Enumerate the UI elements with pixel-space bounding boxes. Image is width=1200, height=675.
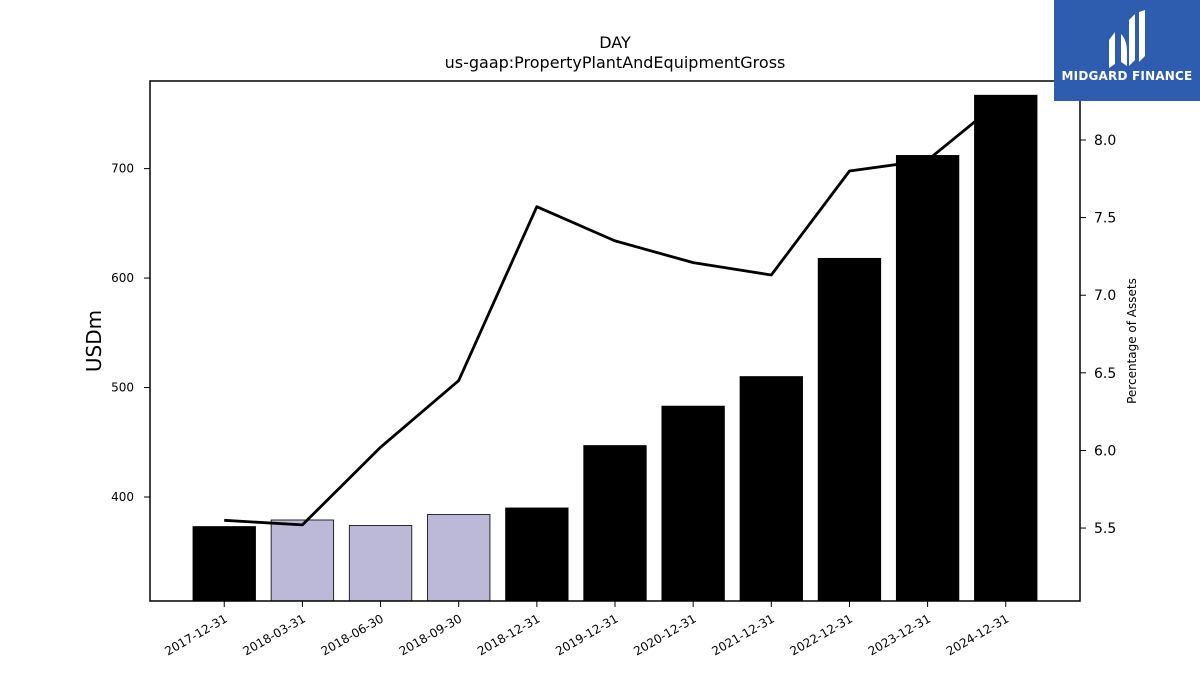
chart-title: DAY [599, 33, 631, 52]
y2-tick-label: 7.0 [1094, 288, 1116, 304]
x-tick-label: 2020-12-31 [631, 611, 698, 658]
logo-mark-icon [1109, 10, 1145, 68]
y2-axis-label: Percentage of Assets [1125, 278, 1139, 404]
x-tick-label: 2017-12-31 [162, 611, 229, 658]
bar-2018-06-30 [348, 525, 413, 602]
y2-tick-label: 5.5 [1094, 521, 1116, 537]
bar-2018-03-31 [270, 519, 335, 602]
x-tick-label: 2024-12-31 [944, 611, 1011, 658]
x-tick-label: 2019-12-31 [553, 611, 620, 658]
logo-text: MIDGARD FINANCE [1061, 69, 1193, 83]
y-tick-label: 400 [111, 490, 134, 504]
y-tick-label: 500 [111, 381, 134, 395]
x-tick-label: 2018-12-31 [475, 611, 542, 658]
bar-2021-12-31 [739, 376, 803, 602]
bar-2017-12-31 [192, 526, 256, 602]
y-tick-label: 600 [111, 271, 134, 285]
x-tick-label: 2018-03-31 [240, 611, 307, 658]
y-axis-label: USDm [82, 310, 106, 372]
bar-2022-12-31 [817, 257, 882, 602]
percentage-line [224, 95, 1007, 527]
y-tick-label: 700 [111, 162, 134, 176]
y2-tick-label: 6.0 [1094, 443, 1116, 459]
y2-tick-label: 8.0 [1094, 133, 1116, 149]
x-tick-label: 2018-09-30 [397, 611, 464, 658]
plot-frame [149, 80, 1081, 602]
bar-2019-12-31 [583, 445, 647, 602]
x-tick-label: 2022-12-31 [788, 611, 855, 658]
y2-tick-label: 7.5 [1094, 211, 1116, 227]
midgard-finance-logo: MIDGARD FINANCE [1054, 0, 1200, 101]
bar-2018-12-31 [505, 507, 569, 602]
x-tick-label: 2018-06-30 [319, 611, 386, 658]
bar-2024-12-31 [974, 94, 1038, 602]
bar-2020-12-31 [661, 405, 725, 602]
bar-2018-09-30 [427, 514, 491, 602]
x-tick-label: 2021-12-31 [709, 611, 776, 658]
y2-tick-label: 6.5 [1094, 366, 1116, 382]
chart-subtitle: us-gaap:PropertyPlantAndEquipmentGross [445, 53, 786, 72]
bar-2023-12-31 [895, 155, 960, 602]
x-tick-label: 2023-12-31 [866, 611, 933, 658]
